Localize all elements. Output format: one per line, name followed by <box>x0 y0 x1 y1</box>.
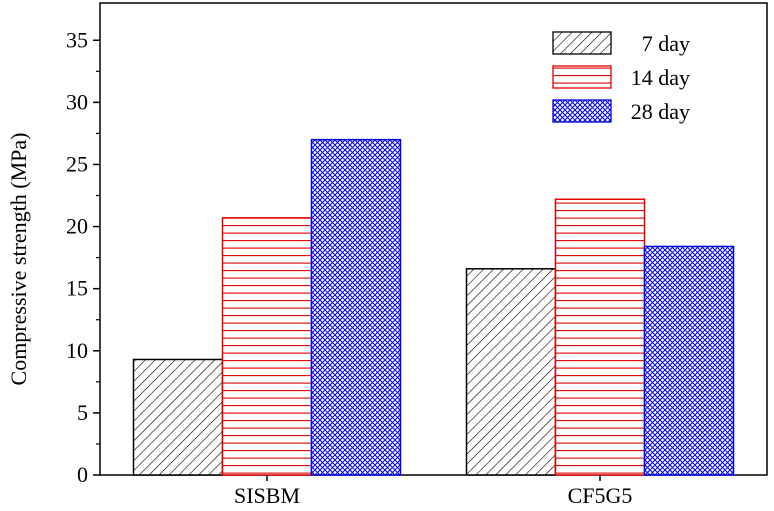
x-category-label: SISBM <box>234 483 300 508</box>
legend-label: 14 day <box>631 65 690 90</box>
y-tick-label: 15 <box>66 276 88 301</box>
bar <box>465 268 557 476</box>
legend-swatch <box>552 99 612 123</box>
y-tick-label: 0 <box>77 462 88 487</box>
y-tick-label: 30 <box>66 89 88 114</box>
legend-swatch <box>552 31 612 55</box>
bar <box>132 358 224 476</box>
x-category-label: CF5G5 <box>568 483 633 508</box>
plot-frame <box>99 2 768 476</box>
legend-swatch <box>552 65 612 89</box>
y-tick-label: 25 <box>66 151 88 176</box>
legend-label: 7 day <box>642 31 690 56</box>
y-tick-label: 20 <box>66 214 88 239</box>
legend: 7 day 14 day 28 day <box>552 31 690 124</box>
bar <box>310 138 402 476</box>
y-tick-label: 10 <box>66 338 88 363</box>
plot-area: 0 5 10 15 20 25 30 35 SISBM CF5G5 7 day 14 day 28 da… <box>66 2 768 508</box>
y-tick-label: 35 <box>66 27 88 52</box>
y-tick-label: 5 <box>77 400 88 425</box>
legend-label: 28 day <box>631 99 690 124</box>
bar <box>643 245 735 476</box>
y-axis-title: Compressive strength (MPa) <box>6 133 31 386</box>
bar <box>221 217 313 476</box>
bar <box>554 198 646 476</box>
